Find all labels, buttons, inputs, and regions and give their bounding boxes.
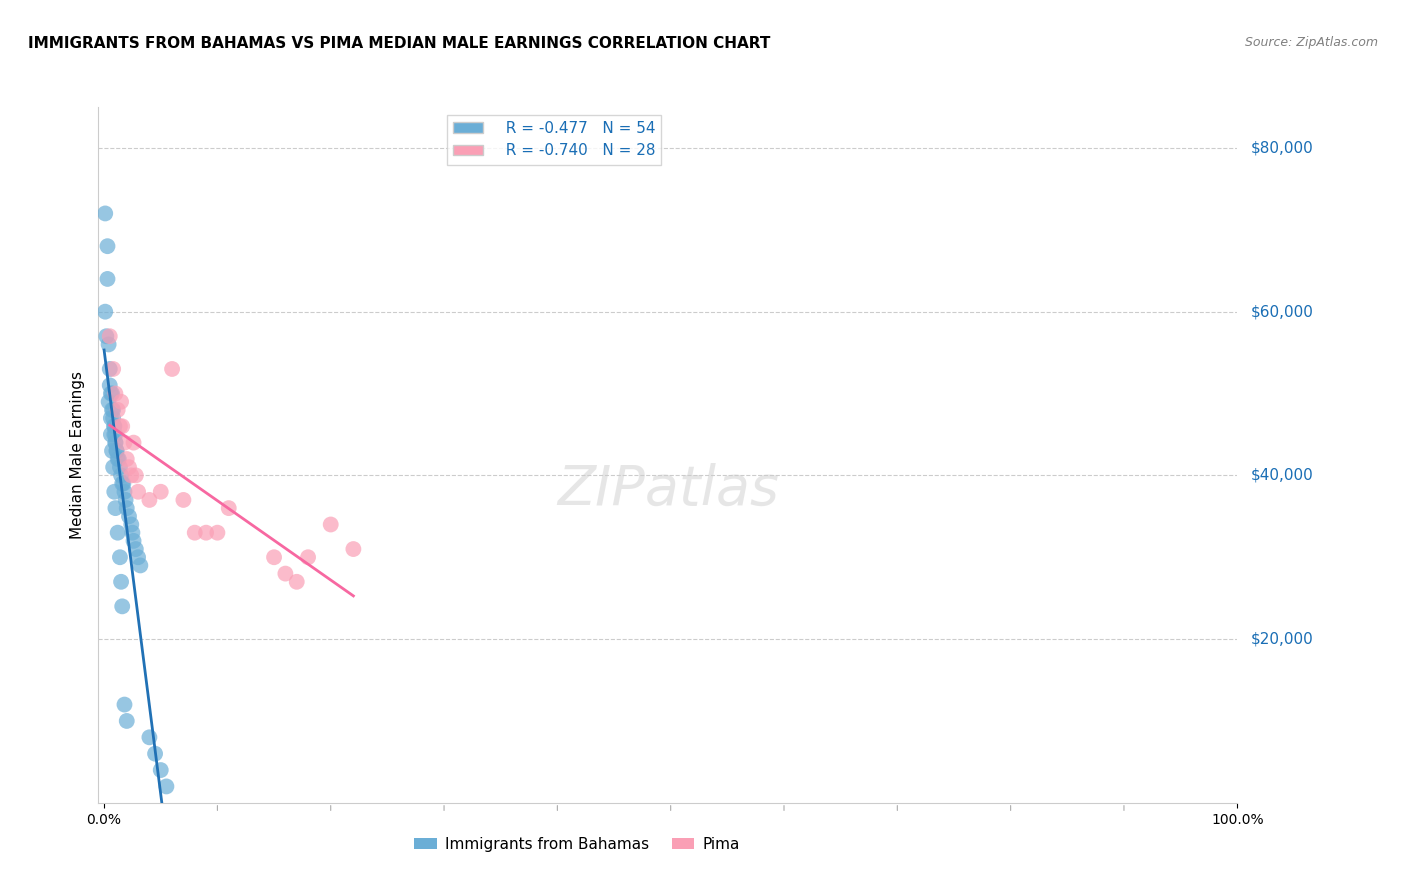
Point [97,337,120,351]
Point [114,484,136,499]
Text: ZIPatlas: ZIPatlas [557,463,779,516]
Point [114,698,136,712]
Point [274,566,297,581]
Point [195,525,218,540]
Point [101,403,124,417]
Point [127,550,149,565]
Point [104,435,127,450]
Point [207,525,229,540]
Text: IMMIGRANTS FROM BAHAMAS VS PIMA MEDIAN MALE EARNINGS CORRELATION CHART: IMMIGRANTS FROM BAHAMAS VS PIMA MEDIAN M… [28,36,770,51]
Point [98,329,121,343]
Point [94,206,117,220]
Text: $80,000: $80,000 [1251,140,1315,155]
Text: $20,000: $20,000 [1251,632,1315,647]
Text: $40,000: $40,000 [1251,468,1315,483]
Point [114,435,136,450]
Point [149,484,172,499]
Point [107,525,129,540]
Legend: Immigrants from Bahamas, Pima: Immigrants from Bahamas, Pima [408,830,745,858]
Point [111,419,134,434]
Text: Source: ZipAtlas.com: Source: ZipAtlas.com [1244,36,1378,49]
Point [111,476,134,491]
Point [149,763,172,777]
Point [101,386,124,401]
Point [108,419,131,434]
Point [120,517,142,532]
Point [160,362,183,376]
Point [101,411,124,425]
Text: $60,000: $60,000 [1251,304,1315,319]
Point [127,484,149,499]
Point [218,501,240,516]
Point [172,492,194,507]
Point [155,780,177,794]
Point [115,501,138,516]
Point [129,558,152,573]
Point [107,452,129,467]
Point [101,403,124,417]
Point [101,443,124,458]
Point [138,492,160,507]
Point [98,378,121,392]
Point [96,272,118,286]
Point [115,714,138,728]
Point [101,362,124,376]
Point [125,468,148,483]
Point [101,460,124,475]
Point [118,509,141,524]
Point [118,460,141,475]
Point [319,517,342,532]
Point [122,435,145,450]
Point [184,525,207,540]
Point [108,452,131,467]
Point [98,362,121,376]
Point [100,427,122,442]
Point [96,239,118,253]
Point [108,460,131,475]
Point [105,443,128,458]
Point [94,304,117,318]
Point [115,452,138,467]
Point [125,542,148,557]
Point [138,731,160,745]
Point [104,501,127,516]
Y-axis label: Median Male Earnings: Median Male Earnings [70,371,86,539]
Point [112,476,135,491]
Point [263,550,285,565]
Point [103,419,125,434]
Point [297,550,319,565]
Point [103,427,125,442]
Point [103,484,125,499]
Point [100,411,122,425]
Point [285,574,308,589]
Point [107,403,129,417]
Point [143,747,166,761]
Point [105,443,128,458]
Point [110,468,132,483]
Point [100,386,122,401]
Point [108,550,131,565]
Point [97,394,120,409]
Point [104,435,127,450]
Point [120,468,142,483]
Point [104,427,127,442]
Point [96,329,118,343]
Point [103,419,125,434]
Point [122,533,145,548]
Point [110,394,132,409]
Point [104,386,127,401]
Point [111,599,134,614]
Point [121,525,143,540]
Point [342,542,364,557]
Point [114,492,136,507]
Point [110,574,132,589]
